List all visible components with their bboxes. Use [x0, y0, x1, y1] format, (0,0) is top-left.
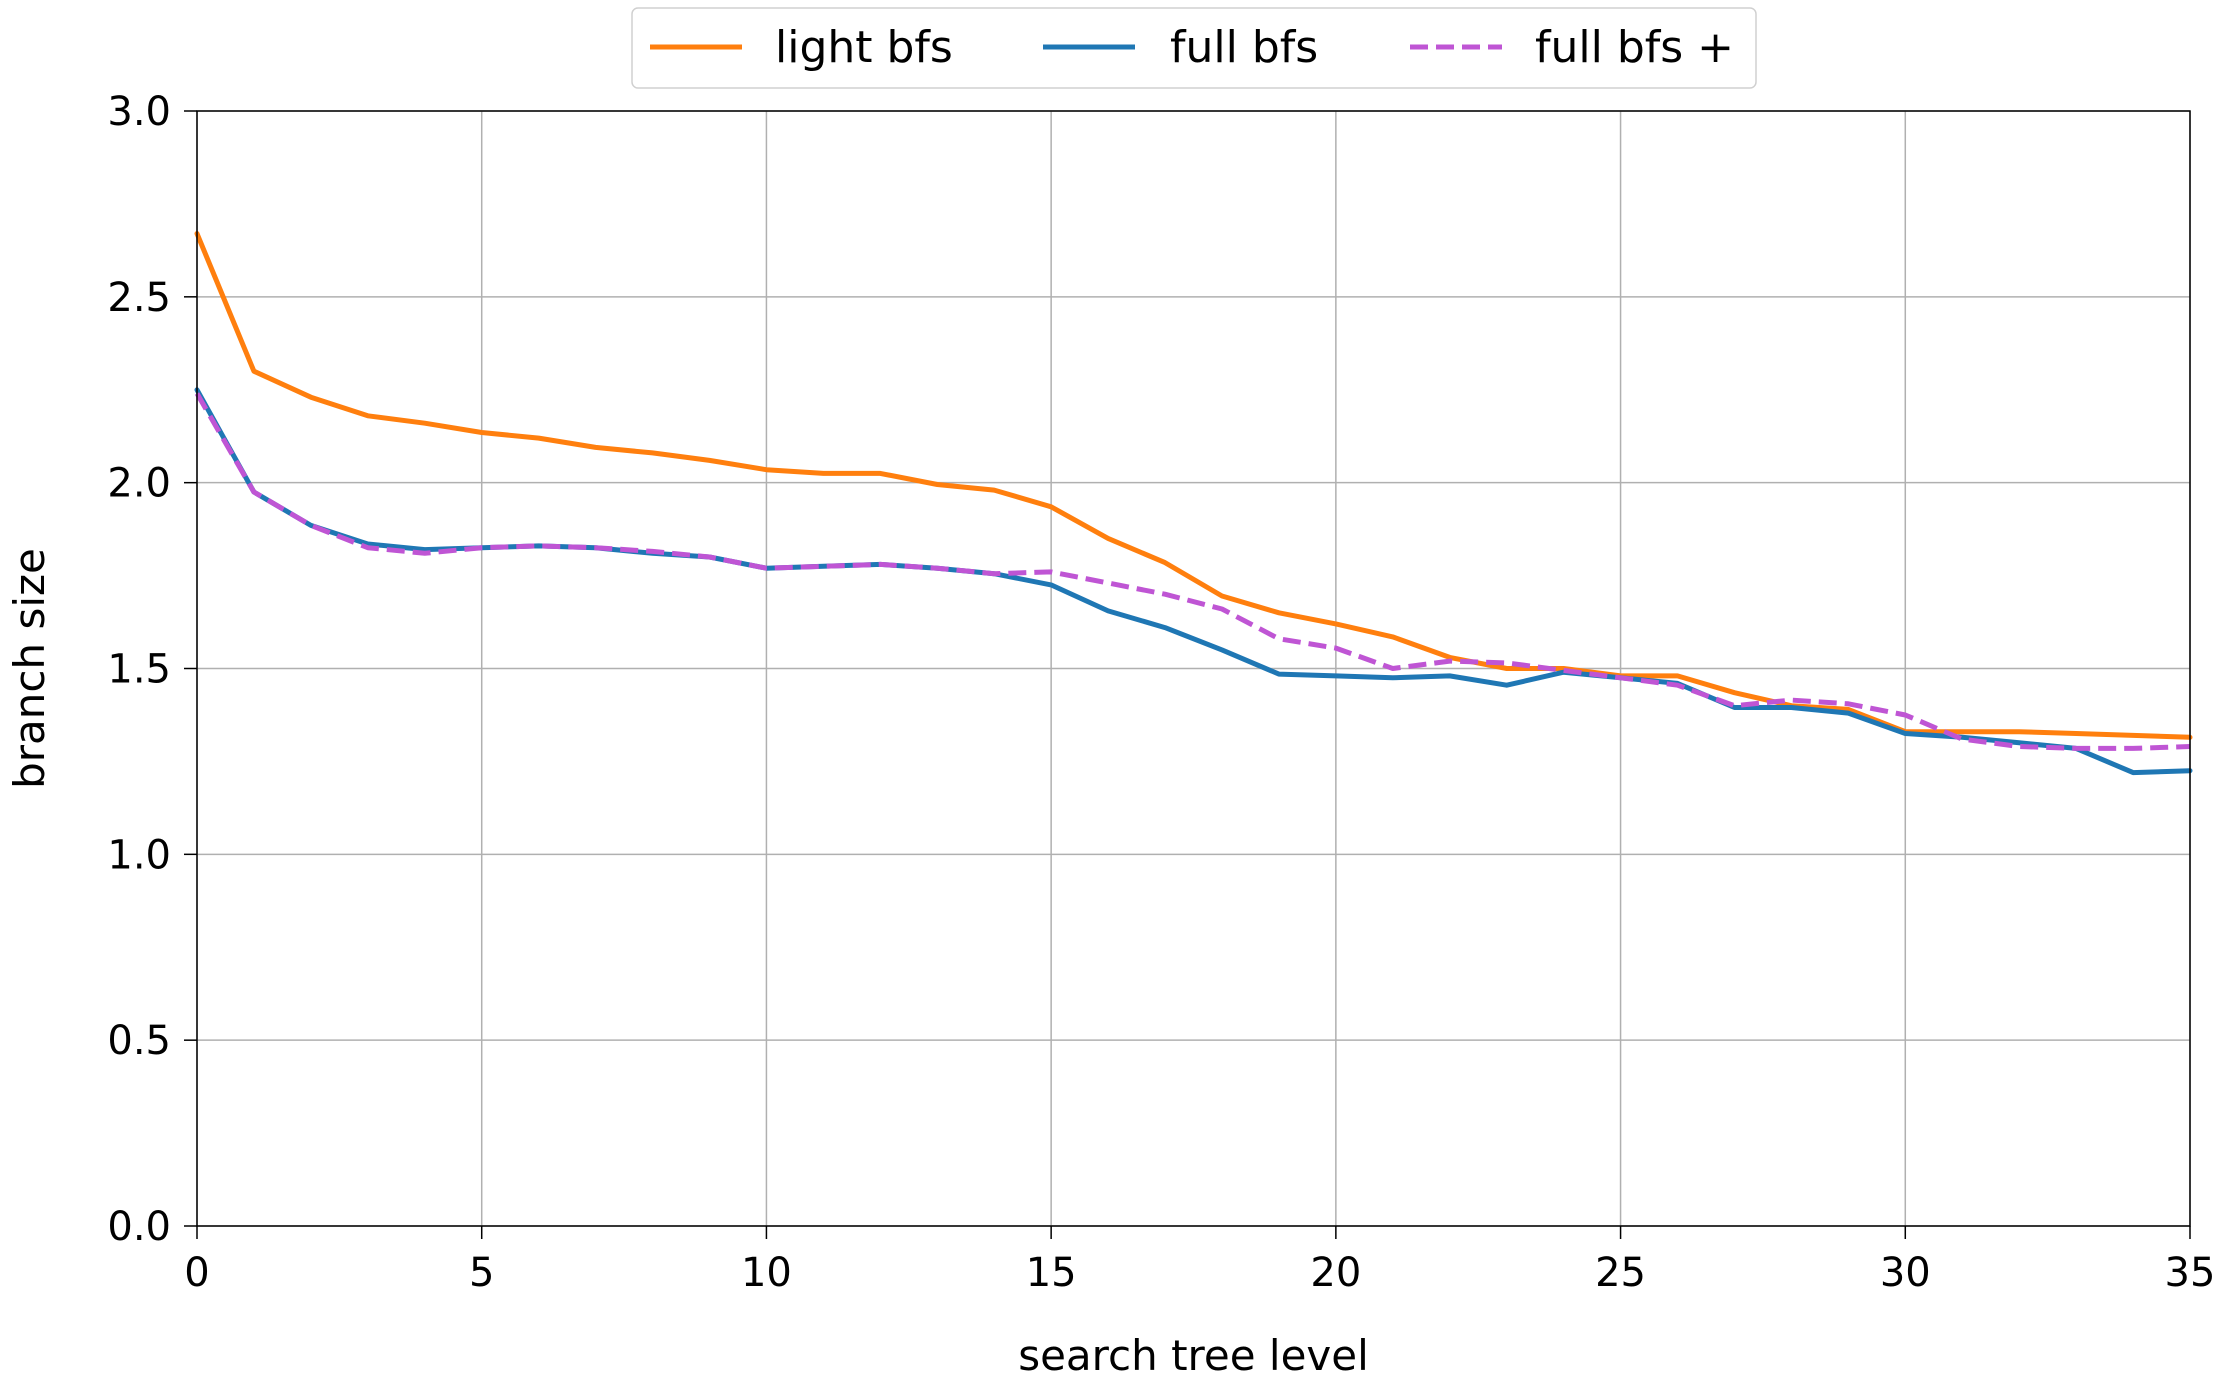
y-tick-label: 1.0 [107, 832, 171, 878]
grid-lines [196, 110, 2191, 1227]
legend-label: full bfs [1170, 22, 1318, 73]
x-axis-label: search tree level [1018, 1331, 1369, 1380]
x-tick-label: 15 [1026, 1250, 1077, 1296]
x-tick-label: 0 [184, 1250, 209, 1296]
y-tick-label: 0.0 [107, 1204, 171, 1250]
x-tick-label: 10 [741, 1250, 792, 1296]
series-line-light-bfs [194, 231, 2193, 740]
x-tick-label: 20 [1310, 1250, 1361, 1296]
legend-box [631, 7, 1757, 89]
y-tick-label: 2.0 [107, 461, 171, 507]
series-line-full-bfs-plus [194, 392, 2191, 751]
y-tick-label: 2.5 [107, 275, 171, 321]
axis-ticks: 0 5 10 15 20 25 30 35 0.0 0.5 1.0 1.5 2.0 2.5 3.0 [107, 89, 2215, 1296]
y-tick-label: 3.0 [107, 89, 171, 135]
legend-label: full bfs + [1535, 22, 1734, 73]
y-axis-label: branch size [5, 548, 54, 789]
x-tick-label: 5 [469, 1250, 494, 1296]
legend: light bfs full bfs full bfs + [631, 7, 1757, 89]
y-tick-label: 1.5 [107, 647, 171, 693]
series-layer [194, 231, 2193, 776]
x-tick-label: 35 [2165, 1250, 2216, 1296]
x-tick-label: 30 [1880, 1250, 1931, 1296]
y-tick-label: 0.5 [107, 1018, 171, 1064]
x-tick-label: 25 [1595, 1250, 1646, 1296]
legend-label: light bfs [775, 22, 953, 73]
